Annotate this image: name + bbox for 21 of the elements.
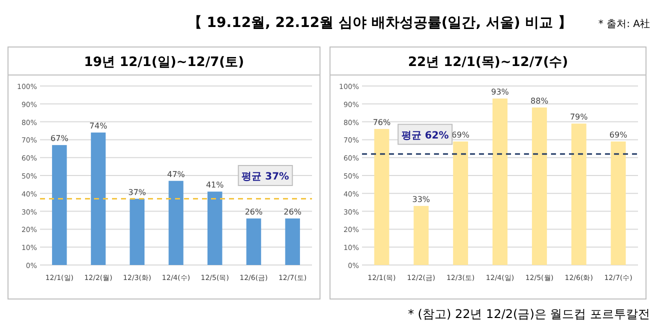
- data-label: 69%: [609, 130, 628, 140]
- data-label: 67%: [50, 134, 69, 144]
- text: 【 19.12월, 22.12월 심야 배차성공률(일간, 서울) 비교 】: [188, 15, 572, 31]
- text: * 출처: A社: [598, 18, 650, 30]
- data-label: 76%: [372, 118, 392, 127]
- data-label: 26%: [244, 207, 264, 216]
- ref-line-label: 평균 37%: [242, 172, 290, 182]
- data-label: 93%: [491, 88, 510, 97]
- ref-line-label: 평균 62%: [401, 130, 449, 142]
- data-label: 74%: [89, 122, 108, 131]
- data-label: 79%: [570, 112, 588, 122]
- data-label: 88%: [530, 96, 549, 106]
- chart-title: 19년 12/1(일)~12/7(토): [84, 55, 244, 70]
- data-label: 69%: [452, 130, 470, 140]
- chart-title: 22년 12/1(목)~12/7(수): [408, 55, 568, 70]
- data-label: 41%: [206, 180, 224, 190]
- data-label: 47%: [167, 170, 186, 179]
- data-label: 26%: [284, 207, 302, 216]
- data-label: 33%: [412, 194, 430, 204]
- text: * (참고) 22년 12/2(금)은 월드컵 포르투칼전: [408, 307, 650, 321]
- data-label: 37%: [128, 188, 146, 197]
